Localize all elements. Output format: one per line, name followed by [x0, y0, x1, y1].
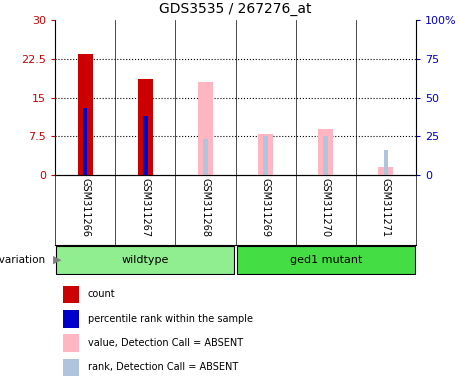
Bar	[323, 136, 328, 175]
Bar	[77, 54, 93, 175]
Bar	[63, 334, 79, 352]
Bar	[203, 139, 208, 175]
Bar	[56, 246, 234, 275]
Bar	[378, 167, 393, 175]
Bar	[384, 150, 388, 175]
Bar	[236, 246, 415, 275]
Text: ged1 mutant: ged1 mutant	[290, 255, 362, 265]
Text: GSM311269: GSM311269	[260, 179, 271, 237]
Text: GSM311271: GSM311271	[381, 179, 391, 238]
Text: rank, Detection Call = ABSENT: rank, Detection Call = ABSENT	[88, 362, 238, 372]
Bar	[83, 108, 88, 175]
Bar	[318, 129, 333, 175]
Text: wildtype: wildtype	[122, 255, 169, 265]
Text: count: count	[88, 290, 115, 300]
Text: genotype/variation: genotype/variation	[0, 255, 46, 265]
Text: ▶: ▶	[53, 255, 61, 265]
Bar	[138, 79, 153, 175]
Bar	[258, 134, 273, 175]
Bar	[263, 136, 268, 175]
Title: GDS3535 / 267276_at: GDS3535 / 267276_at	[159, 2, 312, 16]
Bar	[63, 286, 79, 303]
Text: GSM311268: GSM311268	[201, 179, 210, 237]
Bar	[63, 310, 79, 328]
Bar	[143, 116, 148, 175]
Text: GSM311266: GSM311266	[80, 179, 90, 237]
Bar	[198, 82, 213, 175]
Text: value, Detection Call = ABSENT: value, Detection Call = ABSENT	[88, 338, 242, 348]
Bar	[63, 359, 79, 376]
Text: GSM311270: GSM311270	[321, 179, 331, 238]
Text: percentile rank within the sample: percentile rank within the sample	[88, 314, 253, 324]
Text: GSM311267: GSM311267	[140, 179, 150, 238]
